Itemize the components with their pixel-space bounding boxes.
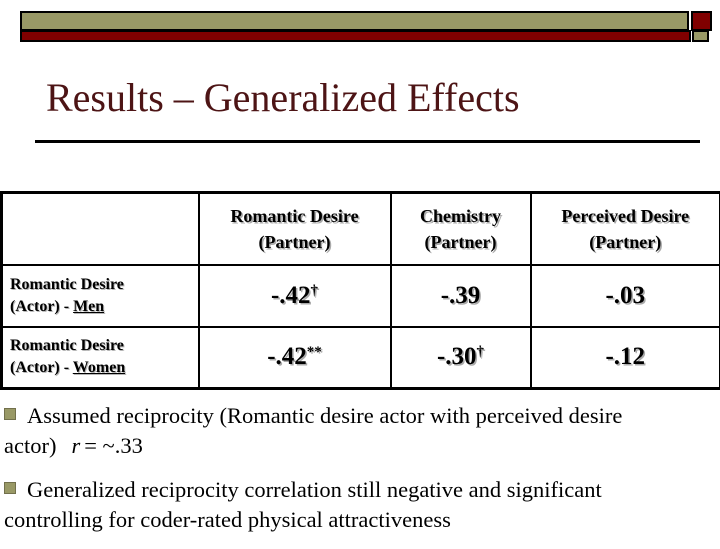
banner-bar-tan — [20, 11, 689, 31]
row-label-men: Romantic Desire (Actor) - Men — [2, 265, 199, 327]
square-bullet-icon — [4, 482, 16, 494]
col-header-romantic-desire-partner: Romantic Desire (Partner) — [199, 193, 391, 265]
slide-title: Results – Generalized Effects — [46, 74, 706, 122]
significance-marker: † — [311, 283, 319, 299]
bullet-item-generalized-reciprocity: Generalized reciprocity correlation stil… — [4, 475, 680, 535]
r-variable: r — [71, 433, 80, 458]
cell-men-romantic-desire: -.42† — [199, 265, 391, 327]
results-table: Romantic Desire (Partner) Chemistry (Par… — [0, 191, 720, 390]
title-underline — [35, 140, 700, 143]
cell-value: -.03 — [605, 282, 645, 309]
r-value: = ~.33 — [84, 433, 143, 458]
cell-value: -.42 — [271, 282, 311, 309]
significance-marker: ** — [307, 344, 322, 360]
row-label-group-women: Women — [73, 359, 125, 376]
cell-women-chemistry: -.30† — [391, 327, 531, 389]
bullet-text: Generalized reciprocity correlation stil… — [4, 477, 602, 532]
cell-value: -.42 — [267, 343, 307, 370]
cell-men-chemistry: -.39 — [391, 265, 531, 327]
corner-cell — [2, 193, 199, 265]
bullet-list: Assumed reciprocity (Romantic desire act… — [4, 401, 680, 549]
cell-men-perceived-desire: -.03 — [531, 265, 720, 327]
col-header-perceived-desire-partner: Perceived Desire (Partner) — [531, 193, 720, 265]
cell-value: -.30 — [437, 343, 477, 370]
row-label-text: Romantic Desire (Actor) - — [10, 276, 124, 315]
col-header-chemistry-partner: Chemistry (Partner) — [391, 193, 531, 265]
cell-value: -.12 — [605, 343, 645, 370]
significance-marker: † — [477, 344, 485, 360]
banner-bar-maroon — [20, 30, 691, 42]
results-table-container: Romantic Desire (Partner) Chemistry (Par… — [0, 191, 720, 390]
cell-women-romantic-desire: -.42** — [199, 327, 391, 389]
banner-accent-square-tan — [692, 30, 709, 42]
table-row-men: Romantic Desire (Actor) - Men -.42† -.39… — [2, 265, 720, 327]
header-row: Romantic Desire (Partner) Chemistry (Par… — [2, 193, 720, 265]
square-bullet-icon — [4, 408, 16, 420]
table-row-women: Romantic Desire (Actor) - Women -.42** -… — [2, 327, 720, 389]
cell-value: -.39 — [441, 282, 481, 309]
bullet-item-assumed-reciprocity: Assumed reciprocity (Romantic desire act… — [4, 401, 680, 461]
banner-accent-square-maroon — [691, 11, 712, 31]
row-label-women: Romantic Desire (Actor) - Women — [2, 327, 199, 389]
row-label-group-men: Men — [73, 298, 104, 315]
cell-women-perceived-desire: -.12 — [531, 327, 720, 389]
